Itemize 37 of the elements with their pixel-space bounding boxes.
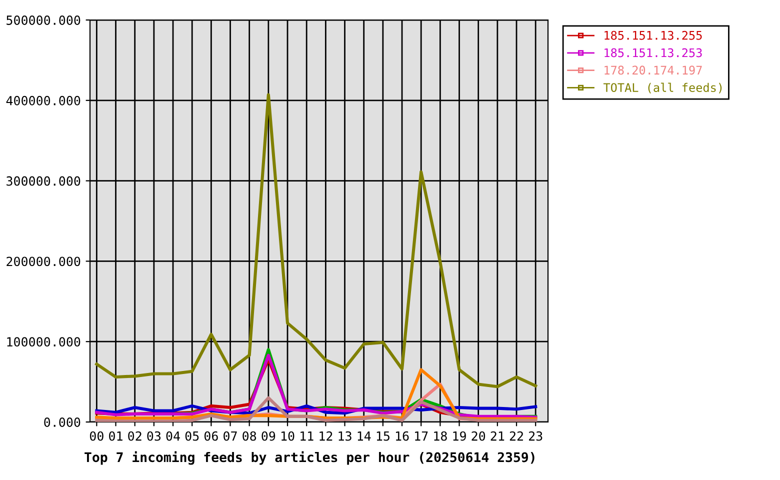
y-tick-label: 300000.000 [6,176,80,186]
y-tick-label: 500000.000 [6,16,80,25]
x-tick-label: 20 [472,431,486,441]
y-tick-label: 400000.000 [6,96,80,106]
x-tick-label: 19 [453,431,466,441]
legend-label: 178.20.174.197 [604,66,702,75]
x-tick-label: 22 [510,431,523,441]
line-series [95,396,538,422]
x-tick-label: 16 [396,431,409,441]
x-tick-label: 07 [224,431,237,441]
x-tick-label: 23 [529,431,542,441]
x-tick-label: 00 [90,431,104,441]
x-tick-label: 08 [242,431,256,441]
legend-label: TOTAL (all feeds) [603,82,722,94]
x-tick-label: 13 [338,431,352,441]
x-tick-label: 11 [300,431,314,441]
x-tick-label: 03 [147,431,161,441]
line-series [95,93,538,388]
x-tick-label: 18 [434,431,447,441]
x-tick-label: 14 [358,431,371,441]
x-tick-label: 10 [281,431,294,441]
y-tick-label: 200000.000 [6,256,80,266]
x-tick-label: 04 [166,431,180,441]
legend-label: 185.151.13.255 [604,30,702,40]
text: Top 7 incoming feeds by articles per hour (20250614 2359) [84,451,534,465]
x-tick-label: 21 [490,431,504,441]
x-tick-label: 09 [262,431,276,441]
x-tick-label: 06 [204,431,218,441]
x-tick-label: 12 [320,431,332,441]
x-tick-label: 02 [128,431,142,441]
y-tick-label: 0.000 [44,418,80,427]
x-tick-label: 05 [185,431,199,441]
x-tick-label: 15 [376,431,390,441]
legend-label: 185.151.13.253 [604,48,702,58]
x-tick-label: 17 [415,431,428,441]
x-tick-label: 01 [109,431,122,441]
y-tick-label: 100000.000 [7,337,80,347]
